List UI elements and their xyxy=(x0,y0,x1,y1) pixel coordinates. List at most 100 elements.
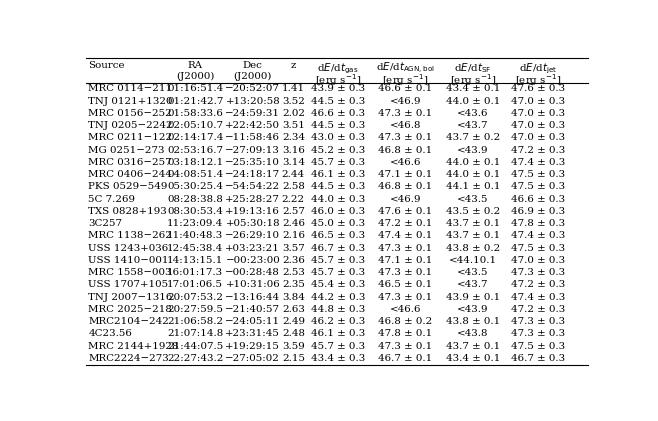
Text: 46.6 ± 0.3: 46.6 ± 0.3 xyxy=(311,109,365,118)
Text: 43.7 ± 0.1: 43.7 ± 0.1 xyxy=(445,232,500,240)
Text: 3.51: 3.51 xyxy=(282,121,305,130)
Text: 47.1 ± 0.1: 47.1 ± 0.1 xyxy=(378,256,432,265)
Text: 45.7 ± 0.3: 45.7 ± 0.3 xyxy=(311,268,365,277)
Text: −00:28:48: −00:28:48 xyxy=(226,268,280,277)
Text: 47.4 ± 0.1: 47.4 ± 0.1 xyxy=(378,232,432,240)
Text: 47.8 ± 0.3: 47.8 ± 0.3 xyxy=(511,219,565,228)
Text: 3.14: 3.14 xyxy=(282,158,305,167)
Text: 21:44:07.5: 21:44:07.5 xyxy=(167,342,223,351)
Text: TNJ 0205−2242: TNJ 0205−2242 xyxy=(88,121,173,130)
Text: <46.9: <46.9 xyxy=(390,97,421,106)
Text: −20:52:07: −20:52:07 xyxy=(226,84,280,93)
Text: <44.10.1: <44.10.1 xyxy=(449,256,497,265)
Text: [erg s$^{-1}$]: [erg s$^{-1}$] xyxy=(382,72,428,88)
Text: 16:01:17.3: 16:01:17.3 xyxy=(167,268,223,277)
Text: 11:40:48.3: 11:40:48.3 xyxy=(167,232,223,240)
Text: USS 1243+036: USS 1243+036 xyxy=(88,244,168,253)
Text: 2.57: 2.57 xyxy=(282,207,305,216)
Text: 43.5 ± 0.2: 43.5 ± 0.2 xyxy=(445,207,500,216)
Text: <43.9: <43.9 xyxy=(457,146,489,155)
Text: −27:05:02: −27:05:02 xyxy=(226,354,280,363)
Text: 2.34: 2.34 xyxy=(282,133,305,142)
Text: 47.0 ± 0.3: 47.0 ± 0.3 xyxy=(511,133,565,142)
Text: <43.9: <43.9 xyxy=(457,305,489,314)
Text: 47.2 ± 0.1: 47.2 ± 0.1 xyxy=(378,219,432,228)
Text: 2.02: 2.02 xyxy=(282,109,305,118)
Text: [erg s$^{-1}$]: [erg s$^{-1}$] xyxy=(515,72,561,88)
Text: 47.4 ± 0.3: 47.4 ± 0.3 xyxy=(511,293,565,302)
Text: 2.44: 2.44 xyxy=(282,170,305,179)
Text: 44.2 ± 0.3: 44.2 ± 0.3 xyxy=(311,293,365,302)
Text: 4C23.56: 4C23.56 xyxy=(88,330,132,338)
Text: 44.0 ± 0.1: 44.0 ± 0.1 xyxy=(445,97,500,106)
Text: +03:23:21: +03:23:21 xyxy=(226,244,280,253)
Text: <43.5: <43.5 xyxy=(457,195,489,204)
Text: MRC 0156−252: MRC 0156−252 xyxy=(88,109,172,118)
Text: 22:27:43.2: 22:27:43.2 xyxy=(167,354,224,363)
Text: 47.2 ± 0.3: 47.2 ± 0.3 xyxy=(511,305,565,314)
Text: 2.53: 2.53 xyxy=(282,268,305,277)
Text: 47.8 ± 0.1: 47.8 ± 0.1 xyxy=(378,330,432,338)
Text: (J2000): (J2000) xyxy=(234,72,272,81)
Text: −13:16:44: −13:16:44 xyxy=(225,293,280,302)
Text: 2.15: 2.15 xyxy=(282,354,305,363)
Text: 43.8 ± 0.1: 43.8 ± 0.1 xyxy=(445,317,500,326)
Text: 3.16: 3.16 xyxy=(282,146,305,155)
Text: 46.1 ± 0.3: 46.1 ± 0.3 xyxy=(311,330,365,338)
Text: 44.0 ± 0.1: 44.0 ± 0.1 xyxy=(445,170,500,179)
Text: 47.1 ± 0.1: 47.1 ± 0.1 xyxy=(378,170,432,179)
Text: 43.7 ± 0.1: 43.7 ± 0.1 xyxy=(445,219,500,228)
Text: 01:21:42.7: 01:21:42.7 xyxy=(167,97,224,106)
Text: d$E$/d$t_{\rm SF}$: d$E$/d$t_{\rm SF}$ xyxy=(454,61,492,75)
Text: <43.7: <43.7 xyxy=(457,280,489,290)
Text: MG 0251−273: MG 0251−273 xyxy=(88,146,165,155)
Text: PKS 0529−549: PKS 0529−549 xyxy=(88,182,168,192)
Text: MRC2104−242: MRC2104−242 xyxy=(88,317,169,326)
Text: 3.52: 3.52 xyxy=(282,97,305,106)
Text: 17:01:06.5: 17:01:06.5 xyxy=(167,280,223,290)
Text: 47.5 ± 0.3: 47.5 ± 0.3 xyxy=(511,342,565,351)
Text: <46.9: <46.9 xyxy=(390,195,421,204)
Text: −21:40:57: −21:40:57 xyxy=(225,305,280,314)
Text: 46.8 ± 0.2: 46.8 ± 0.2 xyxy=(378,317,432,326)
Text: +22:42:50: +22:42:50 xyxy=(225,121,280,130)
Text: 21:07:14.8: 21:07:14.8 xyxy=(167,330,223,338)
Text: +05:30:18: +05:30:18 xyxy=(226,219,280,228)
Text: −25:35:10: −25:35:10 xyxy=(226,158,280,167)
Text: 44.5 ± 0.3: 44.5 ± 0.3 xyxy=(311,121,365,130)
Text: 47.4 ± 0.3: 47.4 ± 0.3 xyxy=(511,158,565,167)
Text: −26:29:10: −26:29:10 xyxy=(225,232,280,240)
Text: 47.3 ± 0.1: 47.3 ± 0.1 xyxy=(378,133,432,142)
Text: 47.3 ± 0.1: 47.3 ± 0.1 xyxy=(378,268,432,277)
Text: <46.6: <46.6 xyxy=(390,305,421,314)
Text: MRC 2025−218: MRC 2025−218 xyxy=(88,305,172,314)
Text: 44.0 ± 0.1: 44.0 ± 0.1 xyxy=(445,158,500,167)
Text: −24:18:17: −24:18:17 xyxy=(225,170,280,179)
Text: TXS 0828+193: TXS 0828+193 xyxy=(88,207,167,216)
Text: Source: Source xyxy=(88,61,125,70)
Text: 47.6 ± 0.1: 47.6 ± 0.1 xyxy=(378,207,432,216)
Text: 44.5 ± 0.3: 44.5 ± 0.3 xyxy=(311,182,365,192)
Text: 45.7 ± 0.3: 45.7 ± 0.3 xyxy=(311,256,365,265)
Text: MRC 0406−244: MRC 0406−244 xyxy=(88,170,172,179)
Text: MRC 2144+1928: MRC 2144+1928 xyxy=(88,342,179,351)
Text: 47.3 ± 0.3: 47.3 ± 0.3 xyxy=(511,268,565,277)
Text: 45.4 ± 0.3: 45.4 ± 0.3 xyxy=(311,280,365,290)
Text: 14:13:15.1: 14:13:15.1 xyxy=(167,256,224,265)
Text: TNJ 0121+1320: TNJ 0121+1320 xyxy=(88,97,173,106)
Text: <43.7: <43.7 xyxy=(457,121,489,130)
Text: <43.5: <43.5 xyxy=(457,268,489,277)
Text: +25:28:27: +25:28:27 xyxy=(226,195,280,204)
Text: 47.4 ± 0.3: 47.4 ± 0.3 xyxy=(511,232,565,240)
Text: 45.7 ± 0.3: 45.7 ± 0.3 xyxy=(311,342,365,351)
Text: Dec: Dec xyxy=(243,61,263,70)
Text: −24:05:11: −24:05:11 xyxy=(225,317,280,326)
Text: 47.3 ± 0.1: 47.3 ± 0.1 xyxy=(378,109,432,118)
Text: 46.6 ± 0.3: 46.6 ± 0.3 xyxy=(511,195,565,204)
Text: −24:59:31: −24:59:31 xyxy=(225,109,280,118)
Text: 46.1 ± 0.3: 46.1 ± 0.3 xyxy=(311,170,365,179)
Text: 2.48: 2.48 xyxy=(282,330,305,338)
Text: 44.0 ± 0.3: 44.0 ± 0.3 xyxy=(311,195,365,204)
Text: 47.6 ± 0.3: 47.6 ± 0.3 xyxy=(511,84,565,93)
Text: MRC 0114−211: MRC 0114−211 xyxy=(88,84,172,93)
